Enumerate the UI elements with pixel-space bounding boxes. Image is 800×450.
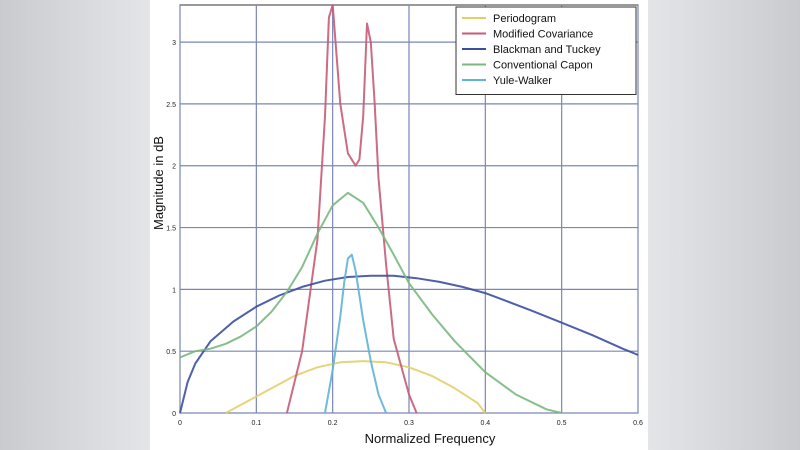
legend-entry: Periodogram xyxy=(493,13,556,25)
y-tick-label: 2.5 xyxy=(166,102,176,109)
x-tick-label: 0 xyxy=(178,420,182,427)
legend-entry: Conventional Capon xyxy=(493,60,593,72)
series-line xyxy=(179,191,562,414)
legend-entry: Blackman and Tuckey xyxy=(493,44,601,56)
legend-entry: Modified Covariance xyxy=(493,29,593,41)
background-right xyxy=(648,0,800,450)
series-line xyxy=(179,274,639,414)
y-axis-label: Magnitude in dB xyxy=(151,136,166,230)
y-tick-label: 3 xyxy=(172,40,176,47)
x-tick-label: 0.2 xyxy=(328,420,338,427)
y-tick-label: 0 xyxy=(172,411,176,418)
y-tick-label: 1 xyxy=(172,287,176,294)
x-tick-label: 0.3 xyxy=(404,420,414,427)
series-line xyxy=(225,360,487,414)
background-left xyxy=(0,0,150,450)
series-line xyxy=(324,253,388,414)
x-tick-label: 0.4 xyxy=(480,420,490,427)
series-line xyxy=(285,4,418,414)
x-tick-label: 0.6 xyxy=(633,420,643,427)
legend-entry: Yule-Walker xyxy=(493,75,552,87)
y-tick-label: 1.5 xyxy=(166,226,176,233)
y-tick-label: 2 xyxy=(172,164,176,171)
x-tick-label: 0.1 xyxy=(251,420,261,427)
x-tick-label: 0.5 xyxy=(557,420,567,427)
y-tick-label: 0.5 xyxy=(166,349,176,356)
x-axis-label: Normalized Frequency xyxy=(364,431,496,446)
